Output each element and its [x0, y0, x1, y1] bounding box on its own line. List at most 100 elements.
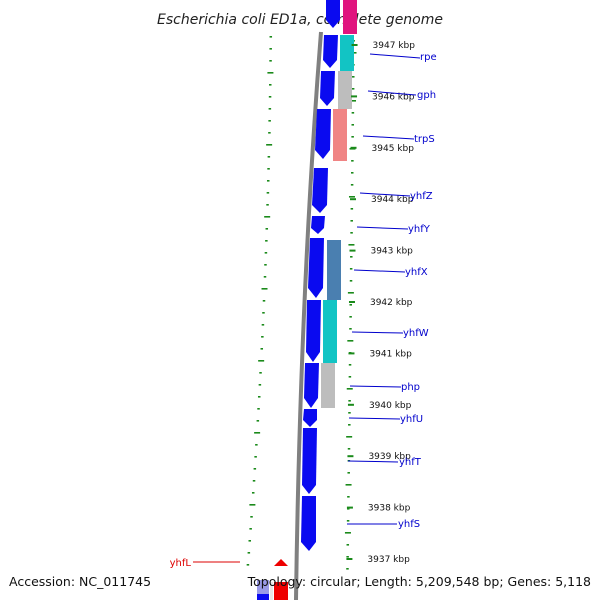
cog-segment: [321, 363, 335, 408]
cds-arrow: [306, 300, 321, 362]
gc-dot: [264, 264, 267, 266]
gc-dot: [250, 516, 253, 518]
cog-segment: [333, 109, 347, 161]
kbp-label: 3938 kbp: [368, 504, 411, 514]
gc-dot: [268, 84, 272, 86]
gc-dot: [261, 288, 268, 290]
gc-dot: [269, 60, 272, 62]
gc-dot: [346, 436, 353, 438]
kbp-label: 3941 kbp: [369, 349, 412, 359]
gc-dot: [348, 244, 355, 246]
gene-label-yhft: yhfT: [399, 457, 422, 468]
gc-dot: [350, 184, 354, 186]
kbp-tick: [349, 249, 356, 252]
gc-dot: [260, 348, 264, 350]
cds-arrow: [315, 109, 331, 159]
gc-dot: [348, 376, 352, 378]
gene-label-gph: gph: [417, 90, 436, 101]
gc-dot: [266, 144, 273, 146]
gc-dot: [265, 240, 268, 242]
gc-content-track: [246, 36, 357, 570]
gc-dot: [349, 280, 353, 282]
gc-dot: [350, 256, 353, 258]
gc-dot: [344, 532, 351, 534]
gc-dot: [351, 88, 355, 90]
accession-text: Accession: NC_011745: [9, 574, 151, 589]
cog-segment: [327, 240, 341, 300]
gc-dot: [352, 76, 355, 78]
kbp-label: 3942 kbp: [370, 298, 413, 308]
gene-leader-line: [348, 417, 401, 420]
cog-segment: [343, 0, 357, 34]
gc-dot: [269, 36, 273, 38]
kbp-label: 3943 kbp: [370, 247, 413, 257]
gc-dot: [261, 336, 264, 338]
cds-arrow: [320, 71, 335, 106]
kbp-tick: [348, 352, 355, 355]
gc-dot: [257, 396, 261, 398]
gene-leader-line: [356, 226, 409, 230]
gc-dot: [264, 216, 271, 218]
gc-dot: [254, 456, 257, 458]
gene-leader-line: [369, 53, 421, 59]
cds-arrow: [323, 35, 338, 68]
kbp-tick: [350, 146, 357, 149]
gene-label-yhfw: yhfW: [403, 328, 429, 339]
gc-dot: [262, 300, 266, 302]
gc-dot: [265, 228, 269, 230]
gc-dot: [251, 492, 255, 494]
gc-dot: [266, 180, 270, 182]
gc-dot: [259, 372, 262, 374]
cds-arrow: [308, 238, 324, 298]
gc-dot: [254, 432, 261, 434]
kbp-label: 3947 kbp: [373, 41, 416, 51]
gc-dot: [347, 448, 351, 450]
gc-dot: [263, 276, 267, 278]
gc-dot: [349, 268, 353, 270]
kbp-tick: [351, 95, 358, 98]
gc-dot: [248, 540, 252, 542]
gc-dot: [347, 292, 354, 294]
kbp-label: 3940 kbp: [369, 401, 412, 411]
gene-leader-line: [362, 135, 415, 140]
gc-dot: [264, 252, 268, 254]
gc-dot: [268, 108, 272, 110]
gene-leader-line: [349, 385, 402, 388]
gene-label-yhfx: yhfX: [405, 267, 428, 278]
cds-arrow: [311, 216, 325, 234]
kbp-tick: [346, 506, 353, 509]
gene-label-yhfs: yhfS: [398, 519, 420, 530]
gc-dot: [346, 544, 350, 546]
kbp-tick: [348, 301, 355, 303]
cds-segment: [270, 582, 273, 600]
gc-dot: [249, 528, 252, 530]
gc-dot: [255, 444, 258, 446]
gc-dot: [268, 132, 271, 134]
gene-leader-line: [367, 90, 417, 96]
gene-leader-line: [351, 331, 404, 334]
cog-segment: [338, 71, 352, 109]
gc-dot: [351, 112, 355, 114]
kbp-scale: 3947 kbp 3946 kbp 3945 kbp 3944 kbp 3943 kbp…: [346, 41, 415, 565]
gc-dot: [252, 480, 256, 482]
gc-dot: [268, 96, 272, 98]
gc-dot: [349, 304, 352, 306]
gc-dot: [345, 484, 352, 486]
gc-dot: [256, 420, 260, 422]
gc-dot: [349, 328, 352, 330]
gc-dot: [349, 316, 352, 318]
gene-label-yhfz: yhfZ: [410, 191, 433, 202]
cds-arrow: [301, 496, 316, 551]
gc-dot: [351, 160, 354, 162]
gc-dot: [348, 412, 351, 414]
gc-dot: [266, 192, 270, 194]
gc-dot: [350, 232, 353, 234]
gene-leader-line: [347, 460, 399, 463]
gc-dot: [350, 172, 354, 174]
gc-dot: [267, 72, 274, 74]
gc-dot: [266, 204, 269, 206]
cog-segment: [340, 35, 354, 71]
cog-track: [321, 0, 357, 408]
gc-dot: [348, 196, 355, 198]
gene-label-php: php: [401, 382, 420, 393]
